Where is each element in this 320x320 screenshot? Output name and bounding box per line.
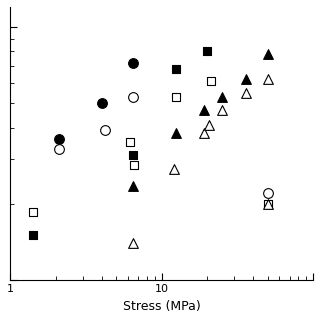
Point	[208, 79, 213, 84]
Point	[201, 107, 206, 112]
Point	[174, 94, 179, 99]
Point	[220, 94, 225, 99]
Point	[57, 146, 62, 151]
Point	[174, 67, 179, 72]
Point	[244, 90, 249, 95]
Point	[171, 166, 176, 171]
Point	[99, 100, 104, 106]
Point	[30, 210, 35, 215]
Point	[201, 131, 206, 136]
Point	[174, 131, 179, 136]
Point	[265, 52, 270, 57]
Point	[265, 201, 270, 206]
Point	[128, 140, 133, 145]
Point	[265, 77, 270, 82]
Point	[30, 233, 35, 238]
Point	[265, 201, 270, 206]
Point	[205, 49, 210, 54]
Point	[131, 153, 136, 158]
Point	[206, 122, 212, 127]
X-axis label: Stress (MPa): Stress (MPa)	[123, 300, 201, 313]
Point	[57, 137, 62, 142]
Point	[131, 94, 136, 99]
Point	[220, 107, 225, 112]
Point	[244, 77, 249, 82]
Point	[131, 60, 136, 66]
Point	[132, 162, 137, 167]
Point	[131, 240, 136, 245]
Point	[265, 190, 270, 196]
Point	[102, 128, 107, 133]
Point	[131, 183, 136, 188]
